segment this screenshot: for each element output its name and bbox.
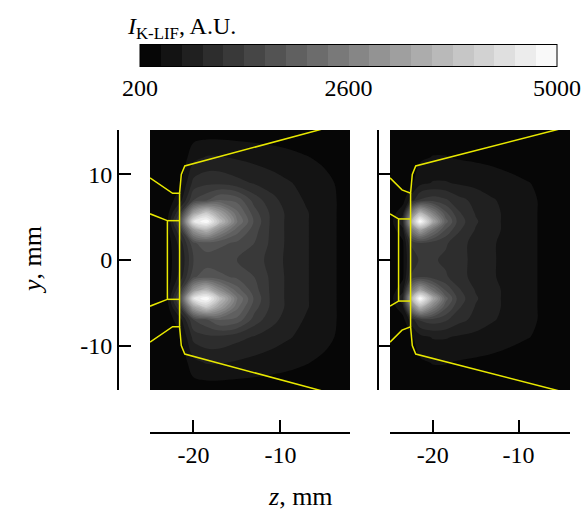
svg-text:-10: -10 xyxy=(264,442,296,468)
svg-text:10: 10 xyxy=(88,162,112,188)
svg-text:200: 200 xyxy=(122,75,158,101)
svg-text:-10: -10 xyxy=(503,442,535,468)
svg-text:2600: 2600 xyxy=(325,75,373,101)
svg-text:y, mm: y, mm xyxy=(18,226,47,294)
svg-text:-10: -10 xyxy=(80,333,112,359)
svg-text:-20: -20 xyxy=(417,442,449,468)
svg-text:I​K-LIF​, A.U.: I​K-LIF​, A.U. xyxy=(127,13,236,43)
svg-text:5000: 5000 xyxy=(533,75,581,101)
svg-text:z, mm: z, mm xyxy=(268,482,333,511)
svg-text:0: 0 xyxy=(100,247,112,273)
svg-text:-20: -20 xyxy=(177,442,209,468)
